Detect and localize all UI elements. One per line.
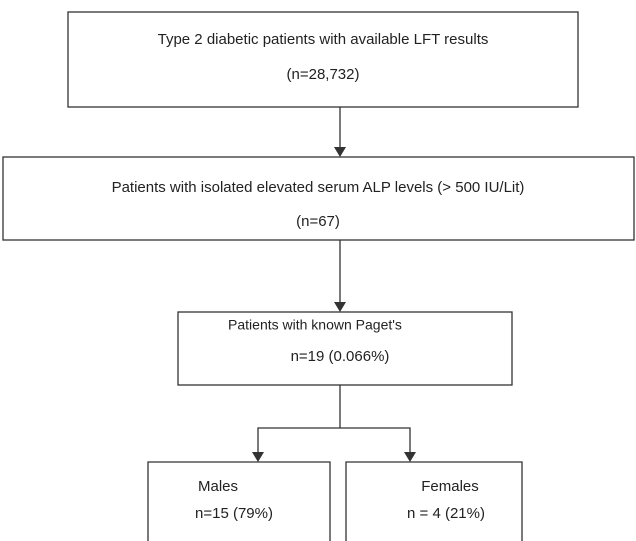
node-box <box>147 461 331 541</box>
node-box <box>345 461 523 541</box>
node-box <box>67 11 579 108</box>
node-count: (n=28,732) <box>287 66 360 83</box>
node-label: Patients with known Paget's <box>228 317 402 333</box>
node-count: n=19 (0.066%) <box>291 348 390 365</box>
node-box <box>2 156 635 241</box>
arrowhead <box>404 452 416 462</box>
node-label: Males <box>198 478 238 495</box>
node-box <box>177 311 513 386</box>
node-count: n = 4 (21%) <box>407 505 485 522</box>
node-label: Type 2 diabetic patients with available … <box>158 31 489 48</box>
connector <box>257 427 411 454</box>
node-count: n=15 (79%) <box>195 505 273 522</box>
arrowhead <box>334 147 346 157</box>
arrowhead <box>252 452 264 462</box>
node-label: Females <box>421 478 479 495</box>
node-count: (n=67) <box>296 213 340 230</box>
arrowhead <box>334 302 346 312</box>
node-label: Patients with isolated elevated serum AL… <box>112 179 525 196</box>
